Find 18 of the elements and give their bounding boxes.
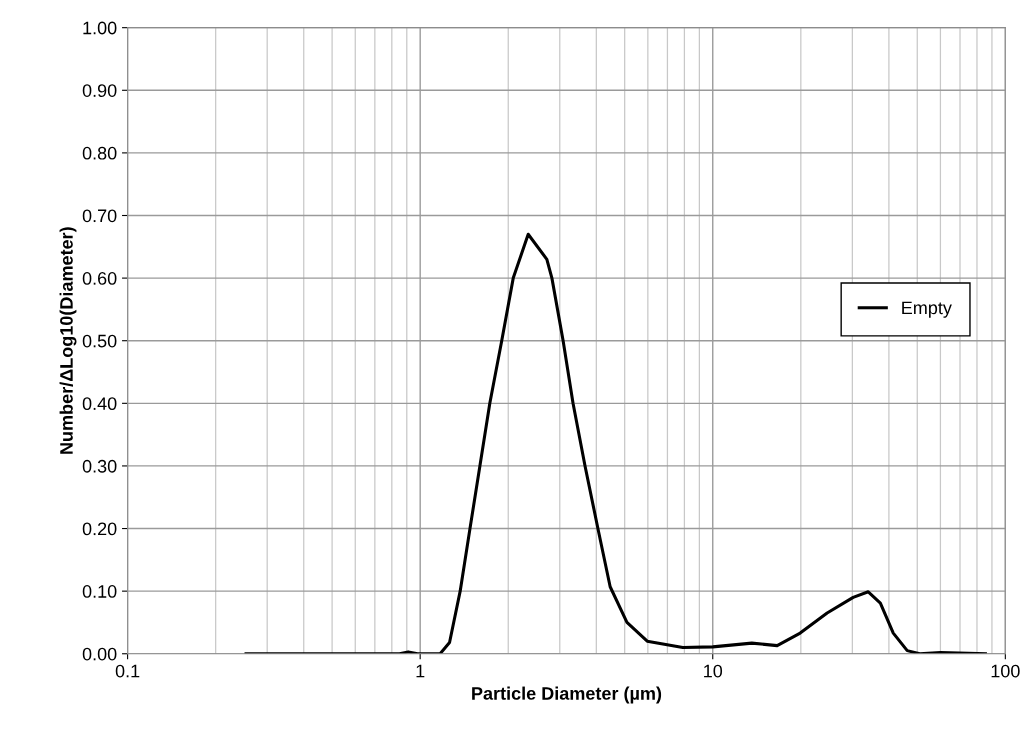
- y-tick-label: 0.10: [82, 585, 117, 598]
- y-tick-label: 0.40: [82, 397, 117, 411]
- y-tick-label: 1.00: [83, 21, 117, 35]
- x-tick-label: 0.1: [115, 664, 140, 678]
- y-tick-label: 0.80: [82, 146, 117, 160]
- x-tick-label: 100: [991, 664, 1020, 678]
- y-tick-label: 0.60: [82, 272, 117, 285]
- x-tick-label: 1: [416, 664, 425, 678]
- y-tick-label: 0.30: [82, 459, 117, 473]
- x-tick-label: 10: [704, 664, 723, 678]
- y-tick-label: 0.70: [82, 209, 117, 223]
- y-tick-label: 0.00: [82, 647, 117, 661]
- x-axis-title: Particle Diameter (µm): [472, 686, 662, 704]
- y-tick-label: 0.90: [82, 84, 117, 97]
- y-axis-title: Number/ΔLog10(Diameter): [59, 227, 77, 454]
- y-tick-label: 0.20: [82, 522, 117, 536]
- y-tick-label: 0.50: [82, 334, 117, 348]
- legend-label: Empty: [902, 301, 952, 318]
